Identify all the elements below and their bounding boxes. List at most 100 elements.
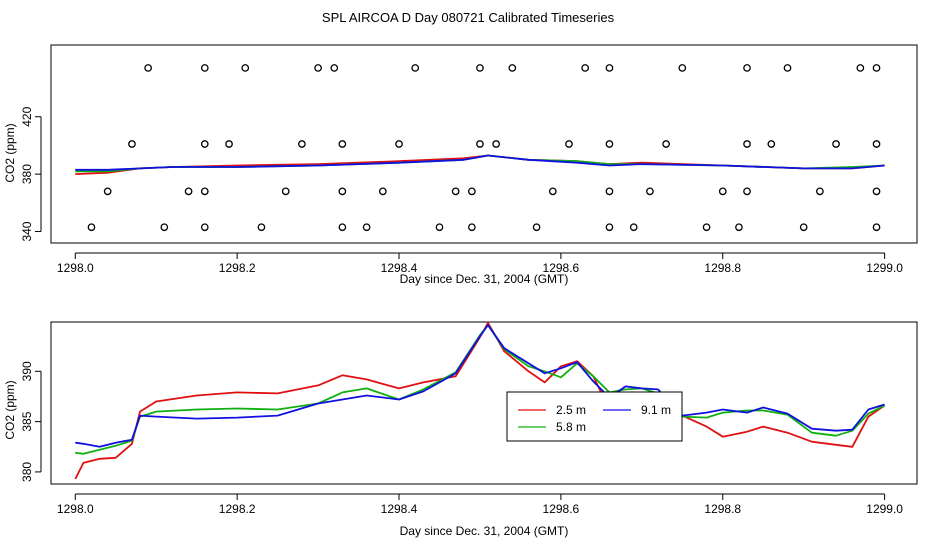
top-calibration-markers — [87, 64, 881, 232]
y-tick-label: 340 — [20, 221, 34, 241]
x-tick-label: 1298.0 — [57, 261, 94, 275]
x-tick-label: 1298.6 — [543, 502, 580, 516]
calibration-marker — [581, 64, 590, 72]
bottom-x-axis-label: Day since Dec. 31, 2004 (GMT) — [400, 524, 569, 538]
calibration-marker — [184, 187, 193, 196]
series-line-5-8-m — [75, 154, 885, 173]
calibration-marker — [799, 223, 808, 232]
calibration-marker — [605, 187, 614, 196]
calibration-marker — [492, 140, 500, 148]
x-tick-label: 1298.6 — [543, 261, 580, 275]
calibration-marker — [468, 223, 476, 232]
calibration-marker — [743, 64, 751, 72]
top-plot-frame — [50, 44, 918, 244]
calibration-marker — [872, 64, 881, 72]
series-line-5-8-m — [75, 324, 886, 455]
calibration-marker — [872, 223, 881, 232]
top-x-axis: 1298.0 1298.2 1298.4 1298.6 1298.8 1299.0 — [57, 252, 903, 275]
calibration-marker — [257, 223, 266, 232]
calibration-marker — [411, 64, 420, 72]
calibration-marker — [856, 64, 865, 72]
legend-label-2-5m: 2.5 m — [556, 403, 586, 417]
bottom-y-axis-label: CO2 (ppm) — [3, 380, 17, 439]
calibration-marker — [605, 64, 614, 72]
calibration-marker — [144, 64, 152, 72]
calibration-marker — [548, 187, 557, 196]
calibration-marker — [225, 140, 233, 148]
calibration-marker — [314, 64, 322, 72]
y-tick-label: 385 — [20, 411, 34, 431]
calibration-marker — [662, 140, 670, 148]
calibration-marker — [767, 140, 776, 148]
calibration-marker — [103, 187, 112, 196]
calibration-marker — [702, 223, 711, 232]
x-tick-label: 1298.2 — [219, 502, 256, 516]
y-tick-label: 420 — [20, 106, 34, 126]
calibration-marker — [281, 187, 290, 196]
calibration-marker — [200, 223, 209, 232]
bottom-panel: 1298.0 1298.2 1298.4 1298.6 1298.8 1299.0 380… — [3, 321, 918, 538]
calibration-marker — [605, 140, 614, 148]
calibration-marker — [783, 64, 792, 72]
y-tick-label: 380 — [20, 462, 34, 482]
calibration-marker — [200, 140, 209, 148]
bottom-x-axis: 1298.0 1298.2 1298.4 1298.6 1298.8 1299.0 — [57, 493, 903, 516]
x-tick-label: 1298.2 — [219, 261, 256, 275]
calibration-marker — [241, 64, 250, 72]
calibration-marker — [508, 64, 517, 72]
calibration-marker — [476, 64, 484, 72]
calibration-marker — [872, 187, 881, 196]
calibration-marker — [298, 140, 306, 148]
bottom-series-lines — [74, 322, 886, 480]
calibration-marker — [87, 223, 96, 232]
calibration-marker — [532, 223, 541, 232]
calibration-marker — [605, 223, 614, 232]
top-series-lines — [75, 154, 885, 175]
top-y-axis-label: CO2 (ppm) — [3, 123, 17, 182]
series-line-2-5-m — [75, 154, 885, 175]
calibration-marker — [200, 64, 209, 72]
top-panel: 1298.0 1298.2 1298.4 1298.6 1298.8 1299.0 340… — [3, 44, 918, 286]
calibration-marker — [338, 223, 347, 232]
top-x-axis-label: Day since Dec. 31, 2004 (GMT) — [400, 272, 569, 286]
series-line-2-5-m — [74, 322, 886, 480]
calibration-marker — [338, 187, 347, 196]
calibration-marker — [735, 223, 743, 232]
series-line-9-1-m — [75, 154, 885, 171]
calibration-marker — [743, 187, 751, 196]
calibration-marker — [476, 140, 484, 148]
calibration-marker — [338, 140, 347, 148]
bottom-y-axis: 380 385 390 — [20, 361, 42, 482]
calibration-marker — [200, 187, 209, 196]
calibration-marker — [128, 140, 136, 148]
y-tick-label: 390 — [20, 361, 34, 381]
calibration-marker — [832, 140, 840, 148]
bottom-plot-frame — [50, 321, 918, 485]
calibration-marker — [678, 64, 687, 72]
calibration-marker — [629, 223, 638, 232]
x-tick-label: 1298.8 — [704, 261, 741, 275]
calibration-marker — [330, 64, 339, 72]
calibration-marker — [378, 187, 387, 196]
calibration-marker — [435, 223, 444, 232]
x-tick-label: 1298.0 — [57, 502, 94, 516]
x-tick-label: 1298.8 — [704, 502, 741, 516]
chart-title: SPL AIRCOA D Day 080721 Calibrated Times… — [321, 10, 615, 25]
x-tick-label: 1298.4 — [381, 502, 418, 516]
calibration-marker — [565, 140, 573, 148]
calibration-marker — [468, 187, 476, 196]
calibration-marker — [646, 187, 654, 196]
legend-label-9-1m: 9.1 m — [641, 403, 671, 417]
x-tick-label: 1299.0 — [866, 261, 903, 275]
calibration-marker — [872, 140, 881, 148]
calibration-marker — [160, 223, 169, 232]
calibration-marker — [743, 140, 751, 148]
top-y-axis: 340 380 420 — [20, 106, 42, 242]
calibration-marker — [816, 187, 824, 196]
series-line-9-1-m — [75, 324, 885, 448]
x-tick-label: 1299.0 — [866, 502, 903, 516]
calibration-marker — [718, 187, 727, 196]
calibration-marker — [451, 187, 460, 196]
calibration-marker — [395, 140, 403, 148]
